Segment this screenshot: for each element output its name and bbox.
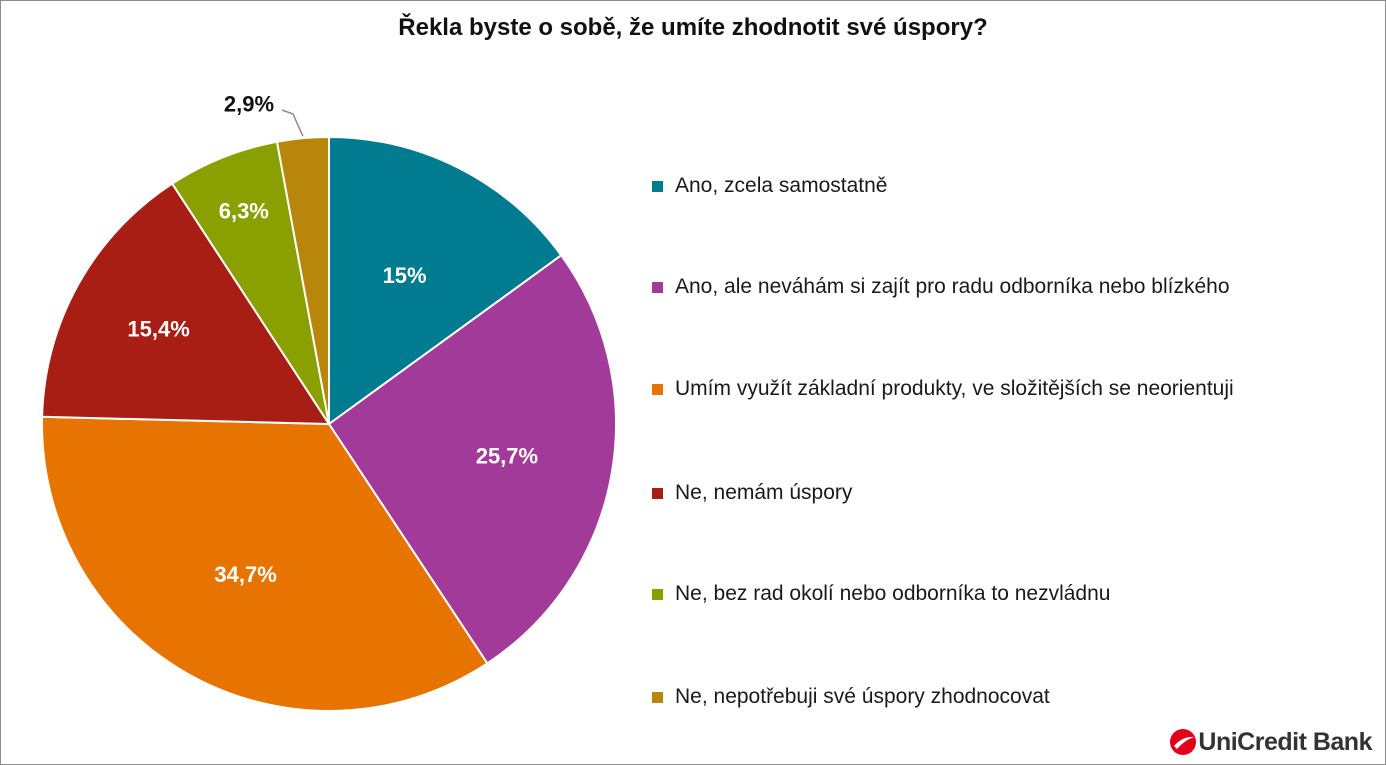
pie-slice-4 (41, 182, 331, 426)
legend-swatch (652, 180, 663, 192)
legend-label: Ne, bez rad okolí nebo odborníka to nezv… (675, 582, 1111, 605)
legend-label: Umím využít základní produkty, ve složit… (675, 377, 1234, 400)
data-label-4: 15,4% (127, 316, 189, 341)
legend-label: Ano, ale neváhám si zajít pro radu odbor… (675, 275, 1230, 298)
chart-title: Řekla byste o sobě, že umíte zhodnotit s… (398, 14, 988, 41)
brand-name: UniCredit Bank (1198, 727, 1372, 756)
legend-swatch (652, 487, 663, 499)
legend-item-5: Ne, bez rad okolí nebo odborníka to nezv… (652, 580, 1110, 608)
data-label-5: 6,3% (219, 198, 269, 223)
pie-slice-2 (327, 253, 617, 665)
data-label-6: 2,9% (224, 92, 274, 117)
legend-swatch (652, 281, 663, 293)
data-label-3: 34,7% (214, 562, 276, 587)
pie-chart: 15% 25,7% 34,7% 15,4% 6,3% 2,9% (41, 92, 617, 712)
legend-swatch (652, 588, 663, 600)
legend-item-2: Ano, ale neváhám si zajít pro radu odbor… (652, 273, 1230, 301)
legend-item-6: Ne, nepotřebuji své úspory zhodnocovat (652, 683, 1050, 711)
legend-swatch (652, 383, 663, 395)
leader-line (281, 109, 304, 137)
legend-label: Ne, nemám úspory (675, 481, 853, 504)
chart-legend: Ano, zcela samostatně Ano, ale neváhám si… (652, 0, 1372, 765)
data-label-2: 25,7% (476, 444, 538, 469)
legend-item-1: Ano, zcela samostatně (652, 172, 887, 200)
pie-slice-6 (275, 135, 330, 425)
data-label-1: 15% (383, 263, 427, 288)
pie-slice-3 (41, 415, 489, 712)
unicredit-logo-icon (1170, 729, 1197, 755)
legend-item-3: Umím využít základní produkty, ve složit… (652, 375, 1234, 403)
unicredit-logo: UniCredit Bank (1168, 727, 1372, 757)
legend-swatch (652, 691, 663, 703)
legend-label: Ne, nepotřebuji své úspory zhodnocovat (675, 685, 1050, 708)
legend-item-4: Ne, nemám úspory (652, 479, 852, 507)
legend-label: Ano, zcela samostatně (675, 174, 888, 197)
pie-slice-1 (328, 135, 563, 426)
